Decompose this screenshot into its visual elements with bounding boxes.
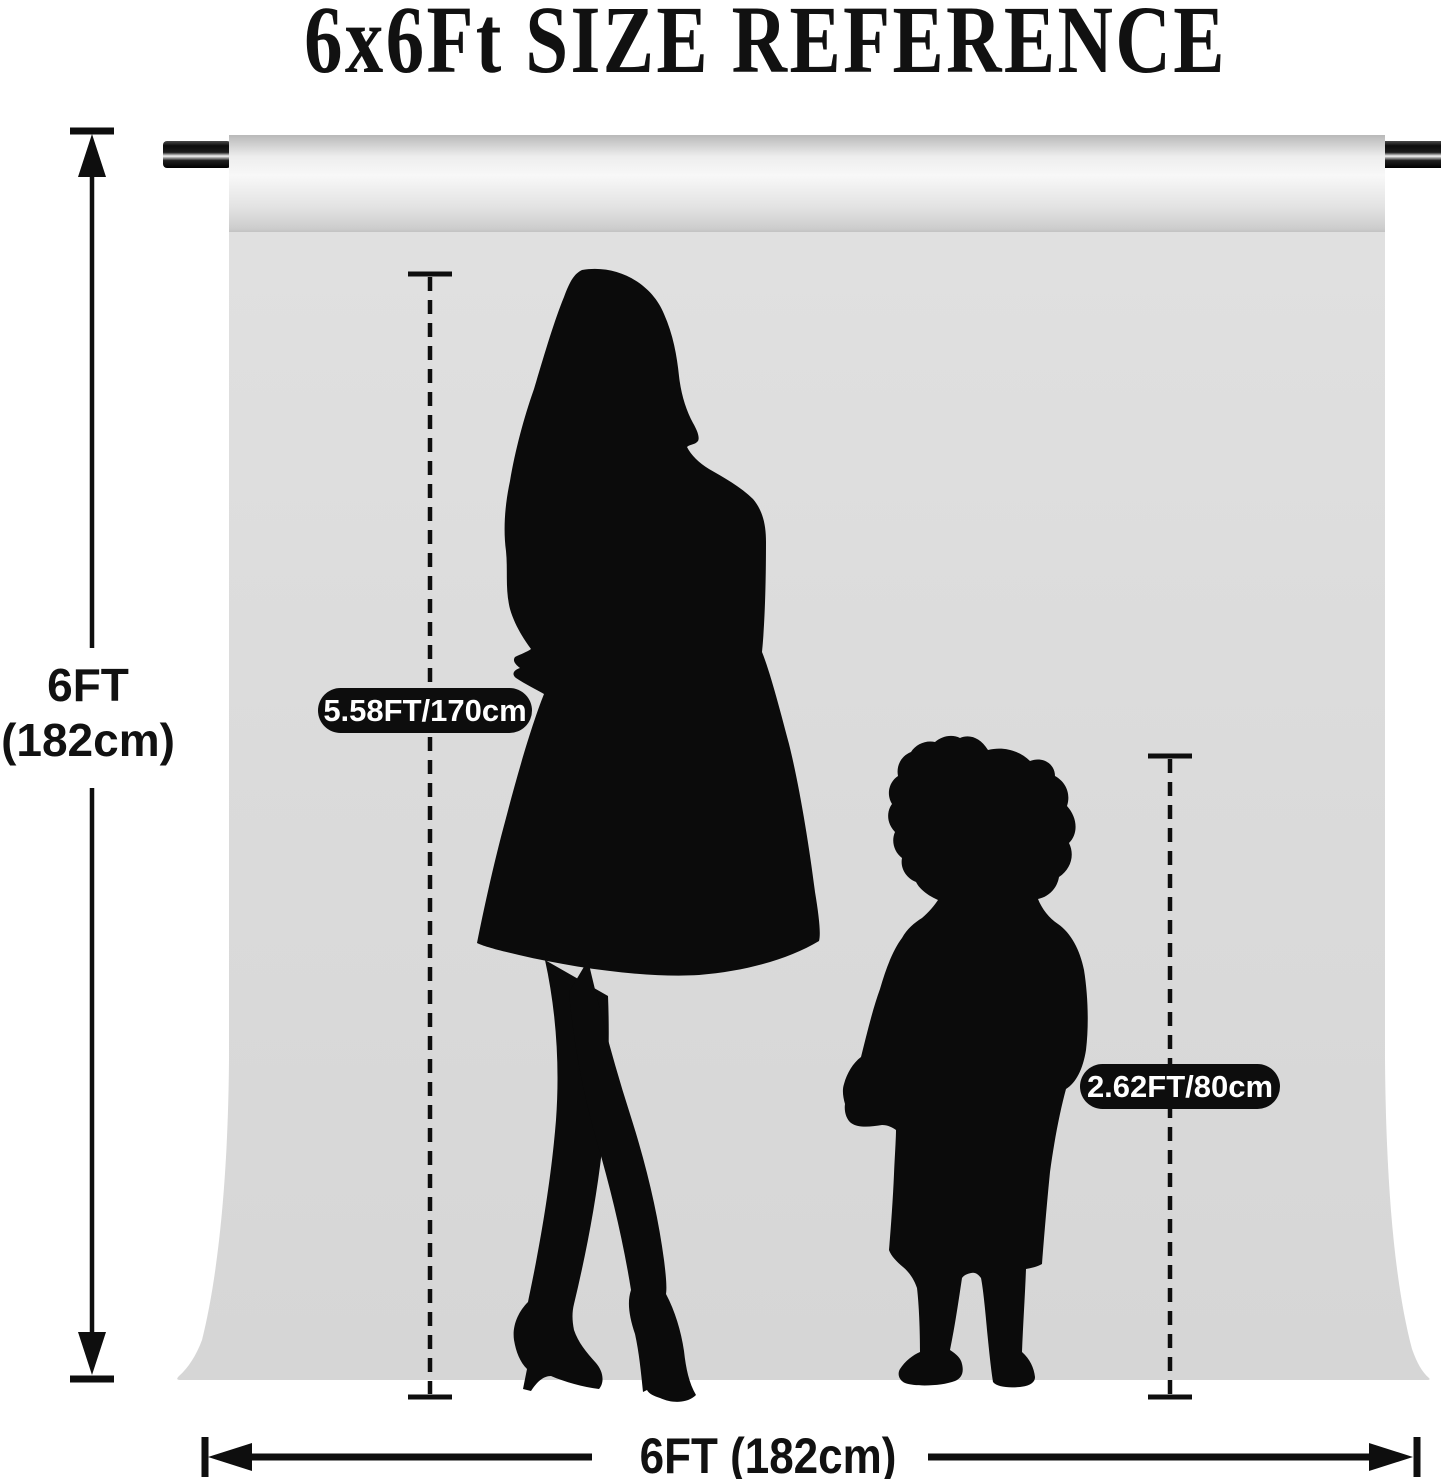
- backdrop-roll: [229, 135, 1385, 232]
- child-height-pill-text: 2.62FT/80cm: [1086, 1068, 1274, 1104]
- rod-right: [1383, 141, 1441, 168]
- height-dimension-arrow: [70, 127, 114, 1383]
- woman-height-pill-text: 5.58FT/170cm: [323, 692, 527, 728]
- width-dimension-arrow: [201, 1437, 1421, 1477]
- backdrop: [177, 135, 1430, 1380]
- child-height-dashed-line: [1148, 753, 1192, 1400]
- height-dimension-cm: (182cm): [1, 714, 175, 766]
- woman-silhouette: [477, 268, 820, 1402]
- child-silhouette: [842, 735, 1088, 1388]
- width-dimension-label: 6FT (182cm): [639, 1428, 897, 1479]
- height-dimension-feet: 6FT: [47, 659, 129, 711]
- woman-height-dashed-line: [408, 271, 452, 1400]
- woman-height-pill: 5.58FT/170cm: [318, 688, 532, 733]
- rod-left: [163, 141, 231, 168]
- height-dimension-label: 6FT (182cm): [0, 658, 176, 768]
- page-title: 6x6Ft SIZE REFERENCE: [304, 0, 1227, 93]
- child-height-pill: 2.62FT/80cm: [1080, 1064, 1280, 1109]
